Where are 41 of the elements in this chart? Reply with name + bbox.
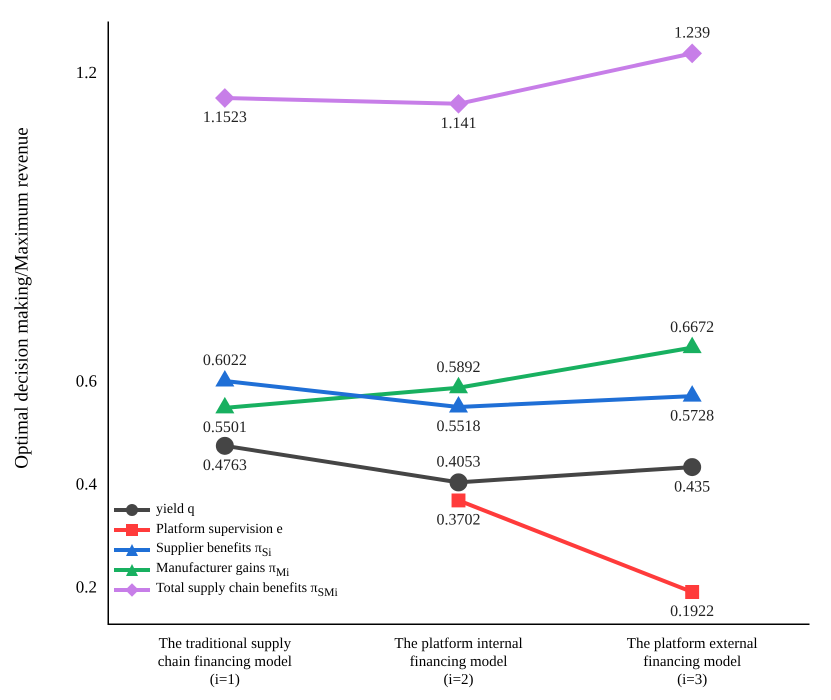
data-label: 0.435 (674, 478, 710, 496)
data-label: 0.4763 (202, 457, 247, 474)
point (216, 372, 233, 387)
point (684, 387, 700, 402)
x-tick-label: The traditional supply chain financing model (i=1) (158, 636, 292, 688)
point (216, 398, 233, 414)
point (450, 398, 467, 412)
x-tick-label: The platform internal financing model (i=2) (394, 636, 523, 688)
point (683, 44, 702, 62)
legend-label: Total supply chain benefits π$_{SMi}$ (156, 581, 338, 599)
point (450, 378, 467, 394)
legend-label: yield q (156, 502, 194, 518)
data-label: 0.5518 (436, 418, 480, 436)
y-tick-label: 0.4 (76, 474, 98, 494)
x-tick-label: The platform external financing model (i=3) (626, 636, 758, 688)
y-axis-title: Optimal decision making/Maximum revenue (12, 127, 34, 469)
point (685, 585, 700, 599)
data-label: 0.6672 (670, 318, 714, 336)
legend-label: Supplier benefits π$_{Si}$ (156, 541, 272, 559)
point (683, 458, 702, 476)
y-tick-label: 0.2 (76, 577, 97, 596)
point (452, 493, 466, 508)
data-label: 0.1922 (670, 603, 714, 620)
point (450, 473, 468, 492)
legend-label: Manufacturer gains π$_{Mi}$ (156, 561, 290, 579)
data-label: 0.6022 (202, 352, 247, 370)
data-label: 0.5501 (202, 419, 247, 436)
legend-label: Platform supervision e (156, 522, 283, 538)
data-label: 1.239 (674, 24, 710, 42)
data-label: 0.5892 (436, 358, 480, 376)
data-label: 0.5728 (670, 407, 714, 424)
point (684, 338, 700, 354)
data-label: 0.4053 (436, 454, 480, 471)
data-label: 1.1523 (202, 109, 247, 126)
data-label: 1.141 (440, 115, 476, 132)
point (450, 94, 468, 113)
point (216, 436, 234, 455)
data-label: 0.3702 (436, 512, 480, 529)
y-tick-label: 0.6 (76, 372, 97, 391)
y-tick-label: 1.2 (76, 62, 97, 82)
point (216, 88, 234, 107)
